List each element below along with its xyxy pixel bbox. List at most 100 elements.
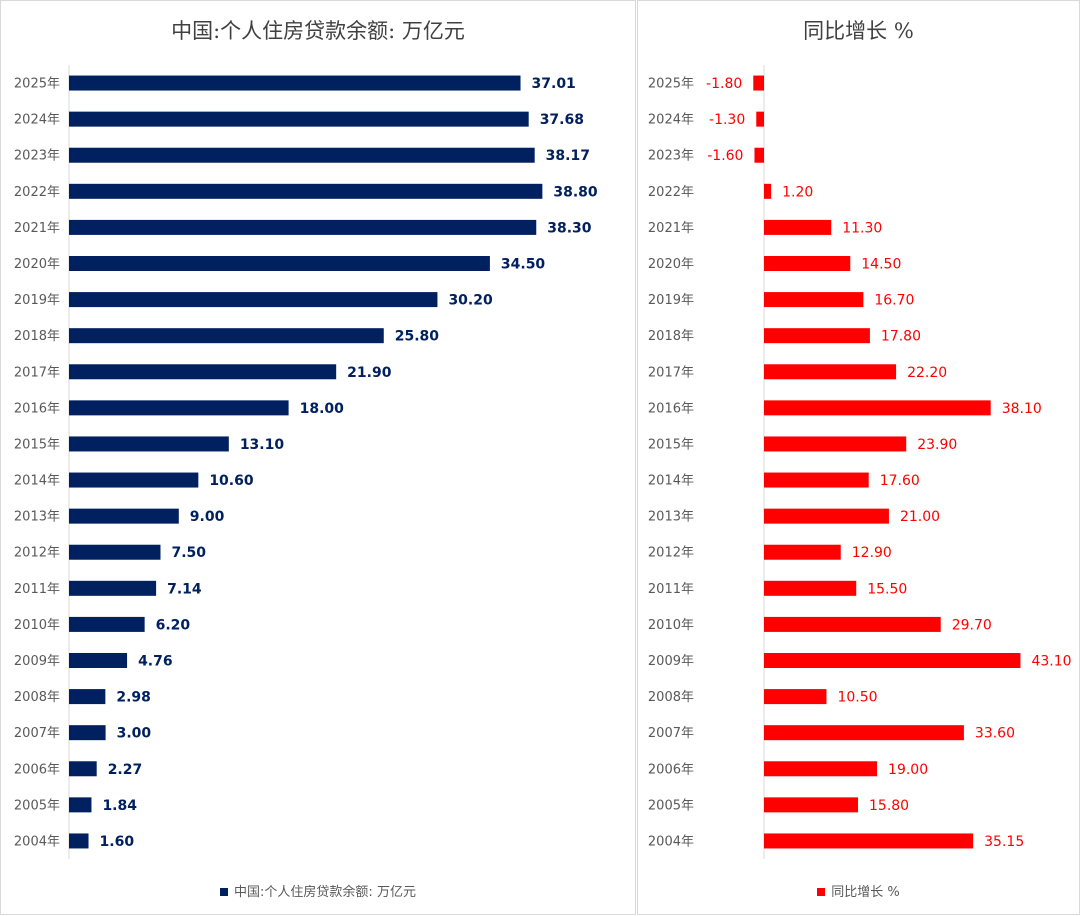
loan-balance-bar	[69, 292, 438, 308]
yoy-growth-bar	[764, 653, 1021, 668]
yoy-growth-data-label: 14.50	[861, 257, 901, 273]
yoy-growth-tick-label: 2025年	[648, 77, 694, 92]
loan-balance-bar	[69, 653, 128, 668]
yoy-growth-data-label: -1.80	[706, 76, 742, 92]
loan-balance-bar	[69, 833, 89, 849]
loan-balance-tick-label: 2004年	[14, 834, 60, 849]
loan-balance-tick-label: 2025年	[14, 77, 60, 92]
loan-balance-tick-label: 2015年	[14, 437, 60, 452]
yoy-growth-tick-label: 2010年	[648, 618, 694, 633]
yoy-growth-tick-label: 2018年	[648, 329, 694, 344]
yoy-growth-tick-label: 2005年	[648, 798, 694, 813]
loan-balance-bar	[69, 508, 179, 524]
loan-balance-bar	[69, 364, 337, 380]
yoy-growth-data-label: 15.80	[869, 798, 909, 814]
yoy-growth-bar	[756, 111, 764, 127]
loan-balance-tick-label: 2013年	[14, 510, 60, 525]
yoy-growth-data-label: 1.20	[782, 184, 813, 200]
loan-balance-data-label: 13.10	[240, 437, 285, 453]
loan-balance-data-label: 38.30	[547, 220, 592, 236]
loan-balance-tick-label: 2006年	[14, 762, 60, 777]
yoy-growth-bar	[764, 183, 772, 199]
loan-balance-tick-label: 2024年	[14, 113, 60, 128]
loan-balance-bar	[69, 580, 157, 596]
yoy-growth-data-label: 22.20	[907, 365, 947, 381]
yoy-growth-bar	[764, 256, 851, 271]
loan-balance-bar	[69, 725, 106, 741]
loan-balance-tick-label: 2009年	[14, 654, 60, 669]
loan-balance-bar	[69, 75, 521, 91]
loan-balance-tick-label: 2018年	[14, 329, 60, 344]
yoy-growth-data-label: 10.50	[837, 690, 877, 706]
loan-balance-data-label: 9.00	[190, 509, 225, 525]
yoy-growth-data-label: 43.10	[1031, 654, 1071, 670]
loan-balance-data-label: 21.90	[347, 365, 392, 381]
yoy-growth-bar	[764, 689, 827, 705]
yoy-growth-data-label: 17.60	[880, 473, 920, 489]
loan-balance-data-label: 38.17	[546, 148, 590, 164]
yoy-growth-bar	[754, 147, 764, 163]
loan-balance-chart-title: 中国:个人住房贷款余额: 万亿元	[171, 19, 465, 43]
loan-balance-tick-label: 2022年	[14, 185, 60, 200]
loan-balance-bar	[69, 436, 229, 452]
yoy-growth-bar	[764, 292, 864, 308]
loan-balance-tick-label: 2021年	[14, 221, 60, 236]
yoy-growth-tick-label: 2011年	[648, 582, 694, 597]
yoy-growth-bar	[764, 544, 841, 560]
yoy-growth-bar	[764, 761, 878, 777]
yoy-growth-bar	[764, 616, 941, 632]
loan-balance-bar	[69, 328, 384, 344]
loan-balance-tick-label: 2012年	[14, 546, 60, 561]
yoy-growth-data-label: 19.00	[888, 762, 928, 778]
yoy-growth-chart-title: 同比增长 %	[803, 19, 914, 43]
loan-balance-tick-label: 2017年	[14, 365, 60, 380]
loan-balance-tick-label: 2020年	[14, 257, 60, 272]
loan-balance-data-label: 18.00	[300, 401, 345, 417]
yoy-growth-data-label: 17.80	[881, 329, 921, 345]
yoy-growth-bar	[764, 328, 870, 344]
yoy-growth-data-label: 35.15	[984, 834, 1024, 850]
loan-balance-data-label: 30.20	[448, 293, 493, 309]
loan-balance-tick-label: 2010年	[14, 618, 60, 633]
yoy-growth-data-label: 15.50	[867, 581, 907, 597]
loan-balance-bar	[69, 472, 199, 488]
loan-balance-tick-label: 2007年	[14, 726, 60, 741]
yoy-growth-tick-label: 2008年	[648, 690, 694, 705]
loan-balance-bar	[69, 400, 289, 416]
loan-balance-bar	[69, 219, 537, 235]
yoy-growth-bar	[764, 219, 832, 235]
loan-balance-legend-label: 中国:个人住房贷款余额: 万亿元	[234, 885, 416, 900]
yoy-growth-tick-label: 2024年	[648, 113, 694, 128]
yoy-growth-bar	[764, 472, 869, 488]
yoy-growth-tick-label: 2015年	[648, 437, 694, 452]
yoy-growth-bar	[764, 400, 991, 416]
yoy-growth-tick-label: 2012年	[648, 546, 694, 561]
loan-balance-chart-panel: 中国:个人住房贷款余额: 万亿元 2025年 37.01 2024年 37.68 202…	[0, 0, 636, 915]
yoy-growth-tick-label: 2007年	[648, 726, 694, 741]
loan-balance-tick-label: 2014年	[14, 474, 60, 489]
yoy-growth-tick-label: 2016年	[648, 401, 694, 416]
yoy-growth-data-label: 12.90	[852, 545, 892, 561]
loan-balance-data-label: 6.20	[156, 617, 191, 633]
loan-balance-data-label: 2.27	[108, 762, 143, 778]
loan-balance-chart-plot: 2025年 37.01 2024年 37.68 2023年 38.17 2022年 38.80…	[14, 65, 598, 859]
yoy-growth-bar	[764, 725, 964, 741]
loan-balance-data-label: 37.01	[532, 76, 576, 92]
yoy-growth-tick-label: 2021年	[648, 221, 694, 236]
yoy-growth-data-label: 33.60	[975, 726, 1015, 742]
yoy-growth-tick-label: 2004年	[648, 834, 694, 849]
yoy-growth-tick-label: 2009年	[648, 654, 694, 669]
loan-balance-tick-label: 2011年	[14, 582, 60, 597]
loan-balance-bar	[69, 256, 490, 271]
yoy-growth-data-label: -1.30	[709, 112, 745, 128]
loan-balance-tick-label: 2019年	[14, 293, 60, 308]
yoy-growth-data-label: -1.60	[707, 148, 743, 164]
yoy-growth-data-label: 16.70	[874, 293, 914, 309]
loan-balance-tick-label: 2016年	[14, 401, 60, 416]
yoy-growth-tick-label: 2020年	[648, 257, 694, 272]
yoy-growth-legend-label: 同比增长 %	[831, 885, 900, 900]
yoy-growth-data-label: 11.30	[842, 220, 882, 236]
yoy-growth-data-label: 29.70	[952, 617, 992, 633]
loan-balance-data-label: 10.60	[209, 473, 254, 489]
